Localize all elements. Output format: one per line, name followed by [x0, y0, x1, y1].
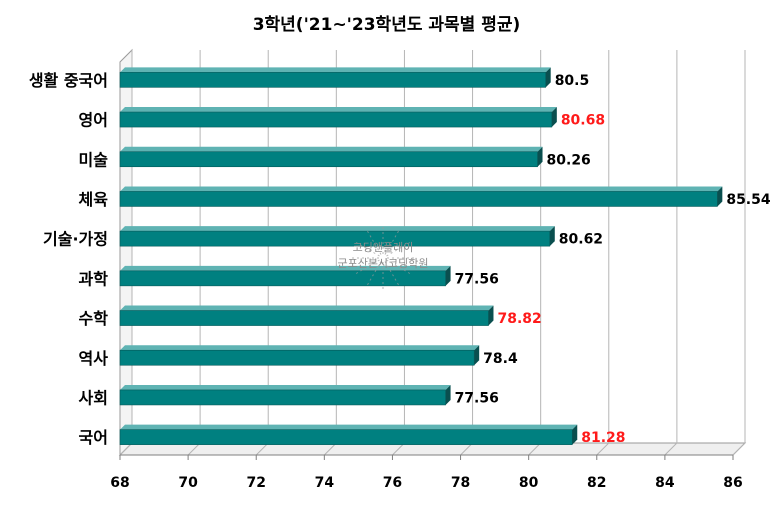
category-label: 역사	[79, 349, 109, 368]
category-label: 과학	[79, 269, 109, 288]
x-tick-label: 86	[723, 475, 742, 491]
bar-top	[120, 424, 578, 430]
bar	[119, 72, 546, 88]
bar-side	[717, 186, 723, 207]
x-tick-label: 72	[246, 475, 265, 491]
bar-side	[549, 226, 555, 247]
category-label: 생활 중국어	[29, 71, 108, 90]
bar	[119, 310, 489, 326]
bar-top	[120, 265, 451, 271]
gridline-floor	[596, 442, 610, 456]
value-label: 77.56	[455, 390, 499, 406]
bar	[119, 429, 573, 445]
bar-top	[120, 226, 555, 232]
bar-side	[551, 107, 557, 128]
bar	[119, 111, 553, 128]
bar-top	[120, 305, 494, 311]
bar-top	[120, 186, 723, 192]
value-label: 78.82	[497, 311, 541, 327]
x-tick-label: 80	[519, 475, 539, 491]
x-tick-label: 70	[178, 475, 198, 491]
bar-top	[120, 67, 551, 73]
value-label: 77.56	[455, 271, 499, 287]
gridline-floor	[732, 442, 746, 456]
gridline-floor	[323, 442, 337, 456]
bar	[119, 230, 551, 247]
bar-top	[120, 146, 543, 152]
bar	[119, 270, 446, 287]
bar	[119, 349, 475, 366]
category-label: 수학	[79, 309, 109, 328]
gridline-floor	[187, 442, 201, 456]
gridline-floor	[460, 442, 473, 456]
bar	[119, 191, 718, 207]
value-label: 80.68	[561, 113, 605, 129]
gridline-floor	[528, 442, 542, 456]
bar	[119, 389, 446, 406]
category-label: 기술·가정	[43, 230, 108, 249]
x-tick-label: 82	[587, 475, 606, 491]
gridline-floor	[119, 442, 133, 456]
bar-side	[537, 146, 543, 167]
bar-side	[474, 345, 480, 366]
gridline-floor	[392, 442, 405, 456]
value-label: 85.54	[726, 192, 771, 208]
bar-side	[445, 265, 451, 286]
chart-title: 3학년('21~'23학년도 과목별 평균)	[252, 15, 521, 35]
bar-side	[488, 305, 494, 326]
value-label: 78.4	[483, 351, 518, 367]
x-tick-label: 84	[655, 475, 675, 491]
value-label: 80.26	[547, 152, 591, 168]
bar	[119, 151, 538, 168]
value-label: 80.5	[555, 73, 590, 89]
category-label: 체육	[79, 190, 109, 209]
gridline-floor	[255, 442, 269, 456]
category-label: 영어	[79, 111, 108, 130]
value-label: 81.28	[581, 430, 625, 446]
gridline-floor	[664, 442, 678, 456]
category-label: 사회	[79, 388, 108, 407]
x-tick-label: 68	[110, 475, 129, 491]
category-label: 미술	[79, 150, 109, 169]
bar-top	[120, 107, 557, 113]
bar-side	[572, 424, 578, 445]
bar-top	[120, 384, 451, 390]
category-label: 국어	[79, 428, 108, 447]
bar-top	[120, 345, 480, 351]
x-tick-label: 78	[451, 475, 470, 491]
bar-side	[445, 384, 451, 405]
bar-side	[545, 67, 551, 88]
watermark-text: 코딩앤플레이	[353, 241, 414, 254]
x-tick-label: 76	[383, 475, 402, 491]
x-tick-label: 74	[315, 475, 335, 491]
value-label: 80.62	[559, 232, 603, 248]
watermark-text: 군포산본시코딩학원	[337, 257, 428, 270]
